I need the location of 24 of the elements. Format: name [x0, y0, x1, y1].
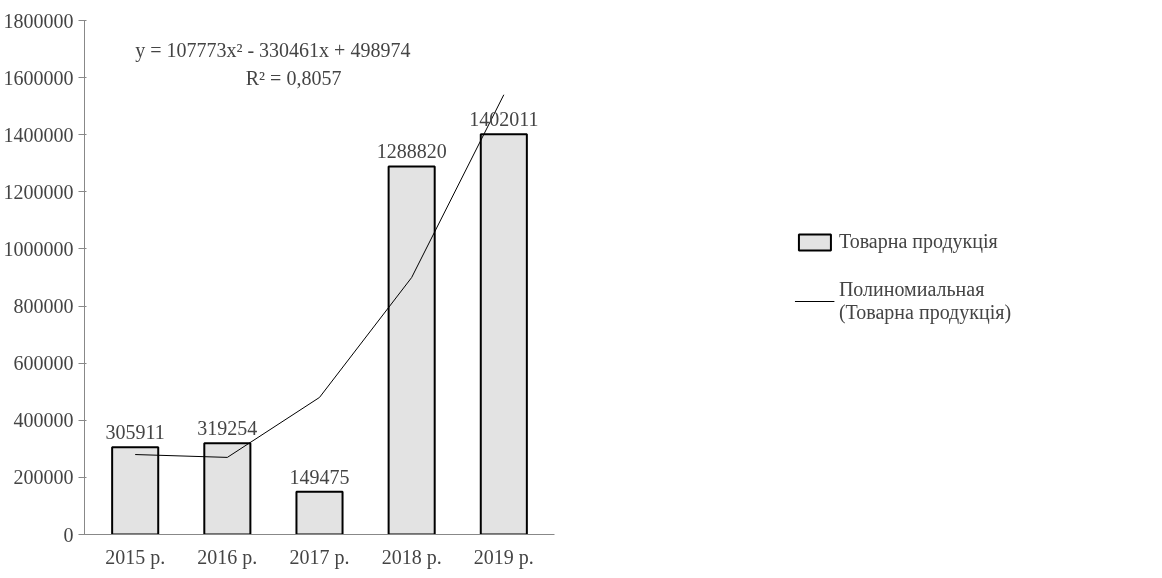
y-tick-label: 600000 [13, 352, 74, 375]
legend-label: Полиномиальная (Товарна продукція) [838, 278, 1012, 324]
y-tick-label: 0 [63, 523, 74, 546]
y-tick-label: 1800000 [3, 9, 74, 32]
y-tick-label: 400000 [13, 409, 74, 432]
legend-label: Товарна продукція [838, 230, 998, 253]
x-tick-label: 2017 р. [289, 545, 350, 569]
x-tick-label: 2018 р. [381, 545, 442, 569]
data-label: 149475 [289, 465, 350, 488]
data-label: 1288820 [376, 140, 447, 163]
data-label: 305911 [105, 421, 165, 444]
y-tick-label: 1600000 [3, 66, 74, 89]
annotation: R² = 0,8057 [245, 66, 342, 89]
data-label: 319254 [197, 417, 258, 440]
y-tick-label: 1200000 [3, 180, 74, 203]
y-tick-label: 1400000 [3, 123, 74, 146]
annotation: y = 107773x² - 330461x + 498974 [135, 38, 411, 62]
x-tick-label: 2016 р. [197, 545, 258, 569]
x-tick-label: 2015 р. [105, 545, 166, 569]
y-tick-label: 1000000 [3, 237, 74, 260]
x-tick-label: 2019 р. [473, 545, 534, 569]
y-tick-label: 200000 [13, 466, 74, 489]
bar [295, 490, 344, 535]
y-tick-label: 800000 [13, 295, 74, 318]
